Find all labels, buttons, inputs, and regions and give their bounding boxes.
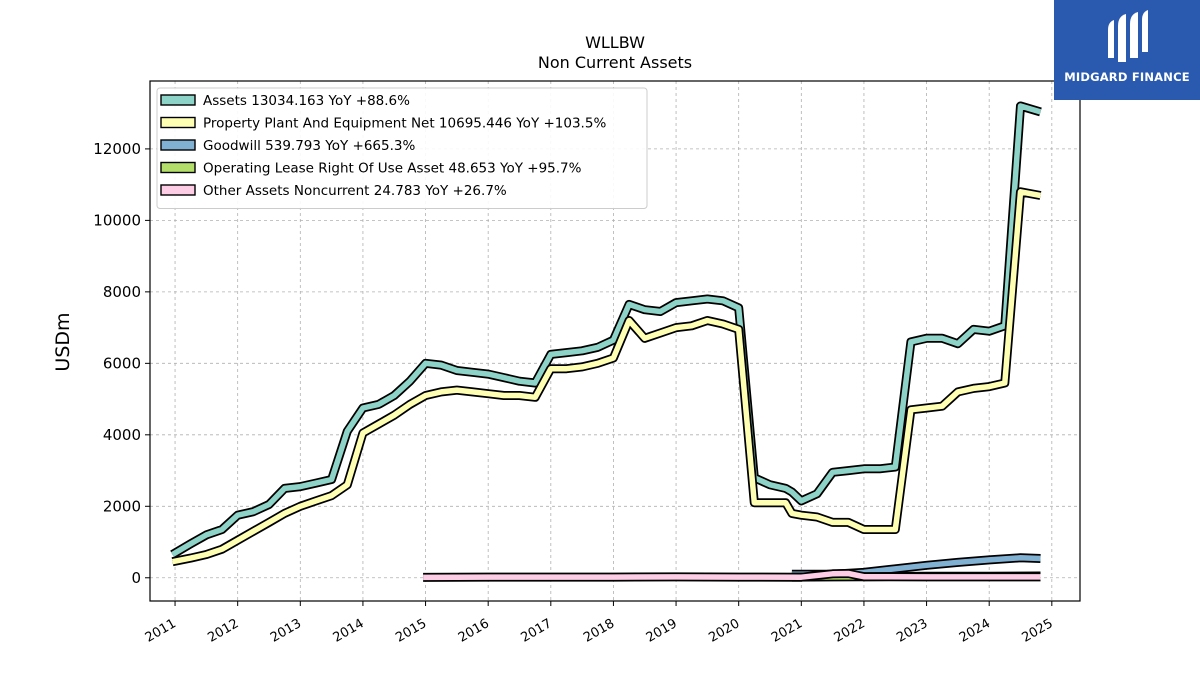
x-tick-label: 2021 (769, 616, 805, 646)
series-layer (170, 101, 1042, 582)
x-tick-label: 2022 (832, 616, 868, 646)
legend-label: Operating Lease Right Of Use Asset 48.65… (203, 161, 582, 177)
legend-label: Other Assets Noncurrent 24.783 YoY +26.7… (203, 183, 507, 199)
x-tick-label: 2024 (957, 616, 993, 646)
x-tick-label: 2020 (706, 616, 742, 646)
x-tick-label: 2013 (268, 616, 304, 646)
x-tick-label: 2012 (205, 616, 241, 646)
legend-label: Property Plant And Equipment Net 10695.4… (203, 116, 606, 132)
legend-swatch (160, 139, 196, 151)
x-tick-label: 2025 (1019, 616, 1055, 646)
series-line (171, 103, 1042, 557)
legend-box (156, 87, 648, 209)
y-tick-label: 10000 (93, 211, 141, 229)
x-tick-label: 2018 (581, 616, 617, 646)
series-line (423, 570, 1041, 581)
legend-swatch (160, 94, 196, 106)
legend-swatch (160, 161, 196, 174)
y-tick-label: 4000 (103, 426, 141, 444)
legend-swatch (160, 184, 196, 196)
y-tick-label: 6000 (103, 354, 141, 372)
x-tick-label: 2015 (393, 616, 429, 646)
chart-subtitle: Non Current Assets (538, 53, 692, 72)
y-tick-label: 12000 (93, 140, 141, 158)
brand-name: MIDGARD FINANCE (1064, 70, 1190, 84)
brand-logo: MIDGARD FINANCE (1054, 0, 1200, 100)
legend-label: Goodwill 539.793 YoY +665.3% (203, 138, 415, 154)
midgard-m-logo-icon (1108, 10, 1148, 62)
chart-title: WLLBW (585, 33, 645, 52)
series-line (171, 189, 1042, 565)
legend-swatch (160, 116, 196, 129)
x-tick-label: 2017 (518, 616, 554, 646)
legend-label: Assets 13034.163 YoY +88.6% (203, 93, 410, 109)
legend: Assets 13034.163 YoY +88.6% Property Plan… (156, 87, 648, 209)
x-tick-label: 2016 (456, 616, 492, 646)
plot-frame (149, 80, 1081, 602)
x-tick-label: 2019 (644, 616, 680, 646)
y-axis-label: USDm (52, 312, 74, 371)
y-tick-label: 2000 (103, 497, 141, 515)
x-tick-label: 2014 (331, 616, 367, 646)
x-tick-label: 2011 (143, 616, 179, 646)
y-tick-label: 0 (131, 569, 141, 587)
x-tick-label: 2023 (894, 616, 930, 646)
y-tick-label: 8000 (103, 283, 141, 301)
